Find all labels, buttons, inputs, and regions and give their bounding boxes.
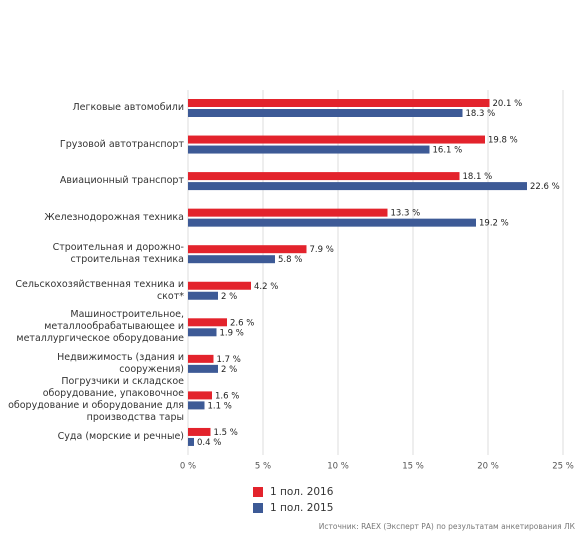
- bar: [188, 437, 194, 446]
- x-tick-label: 5 %: [255, 462, 271, 472]
- category-label: Суда (морские и речные): [57, 430, 184, 442]
- bar: [188, 354, 214, 363]
- x-tick-label: 10 %: [327, 462, 349, 472]
- category-label: Легковые автомобили: [72, 102, 184, 113]
- value-label: 0.4 %: [197, 438, 221, 448]
- value-label: 13.3 %: [391, 209, 421, 219]
- value-label: 19.8 %: [488, 136, 518, 146]
- legend-swatch: [253, 503, 263, 513]
- bar: [188, 145, 430, 154]
- bar: [188, 391, 212, 400]
- legend-swatch: [253, 487, 263, 497]
- bar: [188, 172, 460, 181]
- value-label: 5.8 %: [278, 255, 302, 265]
- x-tick-label: 20 %: [477, 462, 499, 472]
- value-label: 7.9 %: [310, 245, 334, 255]
- bar: [188, 99, 490, 107]
- value-label: 1.5 %: [214, 428, 238, 438]
- value-label: 2 %: [221, 292, 237, 302]
- bar: [188, 281, 251, 290]
- value-label: 22.6 %: [530, 182, 560, 192]
- value-label: 16.1 %: [433, 146, 463, 156]
- x-tick-label: 25 %: [552, 462, 574, 472]
- bar: [188, 427, 211, 436]
- bar: [188, 135, 485, 144]
- bar: [188, 182, 527, 191]
- source: Источник: RAEX (Эксперт РА) по результат…: [319, 522, 576, 531]
- value-label: 1.1 %: [208, 401, 232, 411]
- category-label: Машиностроительное, металлообрабатывающе…: [16, 309, 184, 345]
- category-label: Сельскохозяйственная техника и скот*: [15, 278, 184, 302]
- bar: [188, 401, 205, 410]
- bar: [188, 328, 217, 337]
- value-label: 1.6 %: [215, 391, 239, 401]
- legend-label: 1 пол. 2016: [270, 486, 334, 498]
- bar: [188, 291, 218, 300]
- bar: [188, 318, 227, 327]
- legend-label: 1 пол. 2015: [270, 502, 333, 514]
- value-label: 18.1 %: [463, 172, 493, 182]
- bar: [188, 109, 463, 117]
- category-label: Строительная и дорожно- строительная тех…: [52, 242, 184, 266]
- value-label: 2 %: [221, 365, 237, 375]
- category-label: Железнодорожная техника: [44, 211, 184, 223]
- bar: [188, 245, 307, 254]
- value-label: 2.6 %: [230, 318, 254, 328]
- category-label: Авиационный транспорт: [59, 175, 184, 187]
- bar: [188, 208, 388, 217]
- x-tick-label: 0 %: [180, 462, 196, 472]
- value-label: 20.1 %: [493, 99, 523, 109]
- value-label: 1.9 %: [220, 328, 244, 338]
- value-label: 4.2 %: [254, 282, 278, 292]
- value-label: 18.3 %: [466, 109, 496, 119]
- bar: [188, 218, 476, 227]
- category-label: Недвижимость (здания и сооружения): [57, 351, 184, 375]
- category-label: Погрузчики и складское оборудование, упа…: [8, 376, 184, 424]
- value-label: 1.7 %: [217, 355, 241, 365]
- category-label: Грузовой автотранспорт: [59, 138, 184, 150]
- value-label: 19.2 %: [479, 219, 509, 229]
- bar: [188, 364, 218, 373]
- bar: [188, 255, 275, 264]
- x-tick-label: 15 %: [402, 462, 424, 472]
